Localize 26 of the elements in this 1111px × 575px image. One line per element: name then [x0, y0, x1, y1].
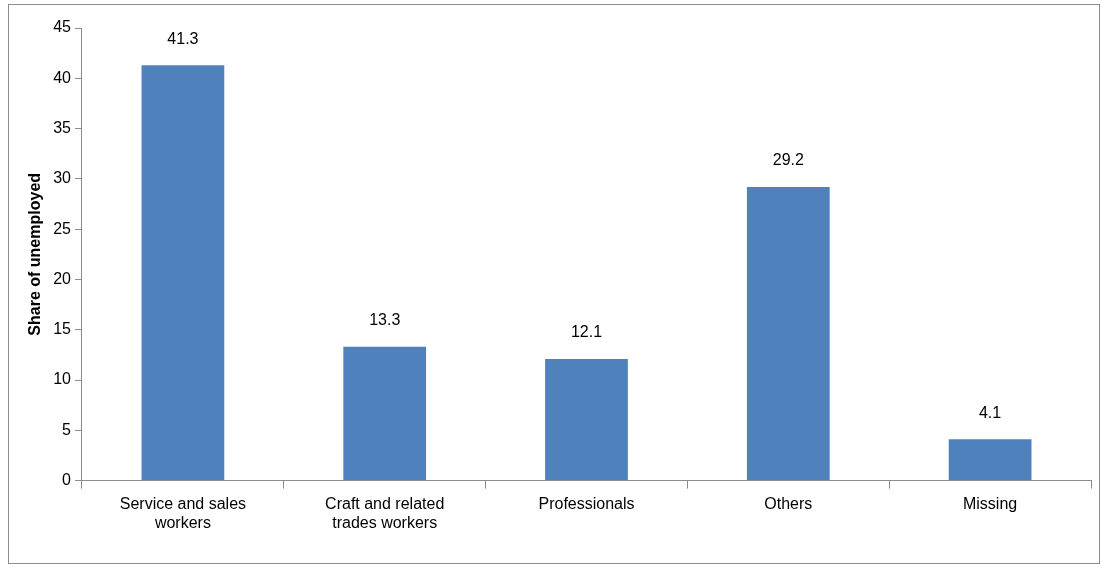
y-tick-label: 45: [53, 18, 72, 36]
y-tick-label: 25: [53, 219, 72, 237]
data-label: 41.3: [167, 29, 199, 47]
y-tick-label: 40: [53, 68, 72, 86]
y-tick-label: 30: [53, 169, 72, 187]
bar: [746, 186, 830, 481]
y-tick-label: 15: [53, 320, 72, 338]
y-tick-label: 20: [53, 269, 72, 287]
bar: [545, 358, 628, 481]
y-tick-label: 10: [53, 370, 72, 388]
data-label: 13.3: [369, 311, 401, 329]
x-tick-label: Craft and related trades workers: [325, 494, 445, 531]
data-label: 12.1: [570, 323, 603, 341]
y-tick-label: 5: [62, 420, 72, 438]
data-label: 29.2: [772, 151, 804, 169]
bar: [948, 439, 1032, 481]
y-tick-label: 0: [62, 471, 72, 489]
x-tick-label: Missing: [962, 494, 1018, 512]
x-tick-label: Professionals: [538, 494, 635, 512]
x-tick-label: Service and sales workers: [119, 494, 247, 531]
x-tick-label: Others: [764, 494, 813, 512]
bar: [343, 346, 427, 481]
data-label: 4.1: [978, 403, 1002, 421]
y-tick-label: 35: [53, 118, 72, 136]
bar: [141, 65, 225, 481]
y-axis-title: Share of unemployed: [26, 172, 44, 336]
